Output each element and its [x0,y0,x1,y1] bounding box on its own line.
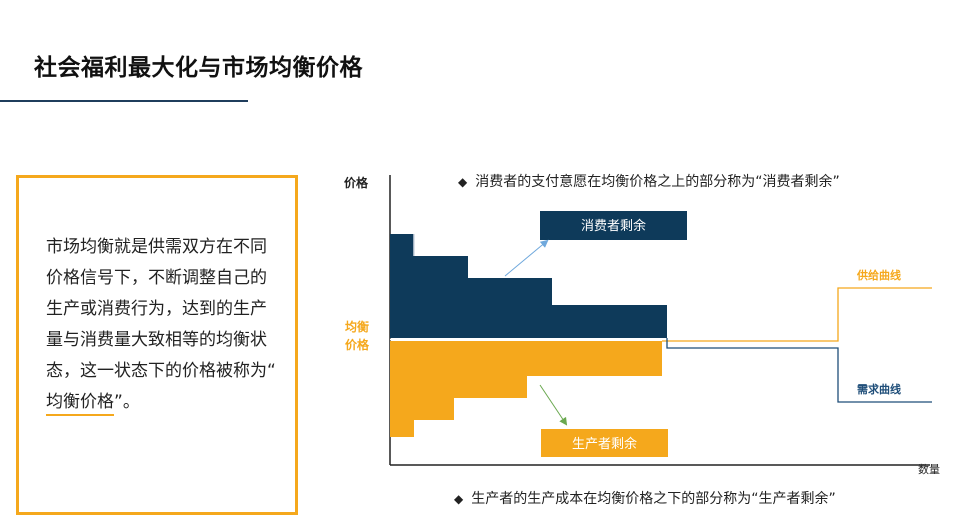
producer-note-text: 生产者的生产成本在均衡价格之下的部分称为“生产者剩余” [471,491,836,507]
supply-curve [662,287,932,342]
equilibrium-label-line1: 均衡 [345,319,369,334]
definition-body: 市场均衡就是供需双方在不同价格信号下，不断调整自己的生产或消费行为，达到的生产量… [46,237,267,381]
consumer-surplus-callout [540,211,687,240]
diamond-bullet-icon: ◆ [454,492,464,506]
x-axis-label: 数量 [918,463,940,476]
consumer-note-text: 消费者的支付意愿在均衡价格之上的部分称为“消费者剩余” [475,174,840,190]
definition-end: 。 [122,392,140,412]
diamond-bullet-icon: ◆ [458,175,468,189]
producer-surplus-callout [541,429,668,457]
page-title: 社会福利最大化与市场均衡价格 [34,55,363,81]
title-underline [0,100,248,102]
demand-curve-label: 需求曲线 [857,382,901,396]
producer-surplus-label: 生产者剩余 [572,436,637,452]
highlight-term: 均衡价格 [46,390,114,416]
quote-close: ” [114,392,123,412]
producer-surplus-arrow [539,384,568,426]
consumer-note: ◆ 消费者的支付意愿在均衡价格之上的部分称为“消费者剩余” [458,171,840,191]
quote-open: “ [267,361,276,381]
supply-curve-label: 供给曲线 [856,268,901,282]
equilibrium-label-line2: 价格 [345,337,370,352]
consumer-surplus-area [390,234,667,338]
demand-curve [666,338,932,403]
producer-surplus-area [390,341,662,437]
producer-note: ◆ 生产者的生产成本在均衡价格之下的部分称为“生产者剩余” [454,488,836,508]
consumer-surplus-label: 消费者剩余 [581,218,646,234]
consumer-surplus-arrow [504,239,549,277]
y-axis-label: 价格 [344,175,369,190]
definition-text: 市场均衡就是供需双方在不同价格信号下，不断调整自己的生产或消费行为，达到的生产量… [46,232,281,418]
definition-box [16,175,298,515]
